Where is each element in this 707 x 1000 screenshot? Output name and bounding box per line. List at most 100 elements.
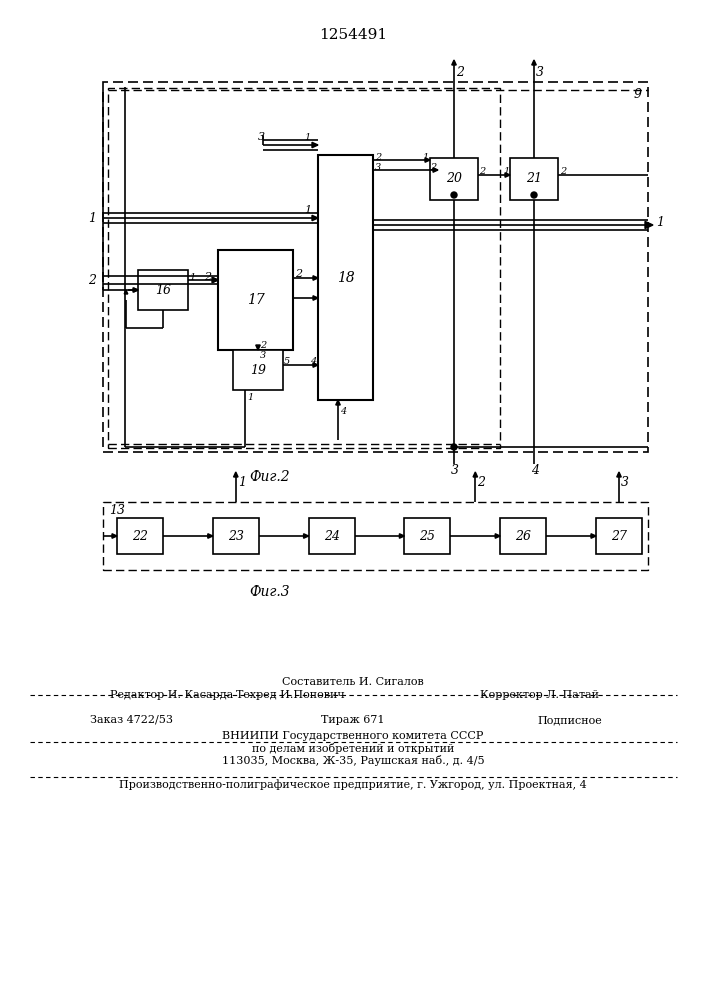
Text: 2: 2: [430, 162, 436, 172]
Polygon shape: [134, 288, 138, 292]
Polygon shape: [591, 534, 596, 538]
Polygon shape: [313, 296, 318, 300]
Text: 27: 27: [611, 530, 627, 542]
Bar: [103, 502, 648, 570]
Text: 19: 19: [250, 363, 266, 376]
Text: Техред И.Попович: Техред И.Попович: [235, 690, 344, 700]
Text: 1254491: 1254491: [319, 28, 387, 42]
Polygon shape: [233, 472, 238, 477]
Bar: [404, 518, 450, 554]
Text: 16: 16: [155, 284, 171, 296]
Text: 25: 25: [419, 530, 436, 542]
Text: Фиг.3: Фиг.3: [250, 585, 291, 599]
Polygon shape: [532, 60, 536, 65]
Polygon shape: [312, 215, 318, 221]
Circle shape: [531, 192, 537, 198]
Polygon shape: [312, 142, 318, 148]
Polygon shape: [505, 173, 510, 177]
Polygon shape: [645, 221, 653, 229]
Text: 3: 3: [621, 476, 629, 488]
Circle shape: [451, 192, 457, 198]
Polygon shape: [433, 168, 438, 172]
Text: 113035, Москва, Ж-35, Раушская наб., д. 4/5: 113035, Москва, Ж-35, Раушская наб., д. …: [222, 754, 484, 766]
Text: 1: 1: [656, 216, 664, 229]
Text: 3: 3: [258, 132, 265, 142]
Text: 1: 1: [88, 212, 96, 225]
Text: 3: 3: [375, 162, 381, 172]
Text: 1: 1: [422, 152, 428, 161]
Polygon shape: [617, 472, 621, 477]
Text: 2: 2: [204, 272, 211, 282]
Polygon shape: [313, 276, 318, 280]
Text: Составитель И. Сигалов: Составитель И. Сигалов: [282, 677, 424, 687]
Bar: [138, 270, 188, 310]
Text: 2: 2: [260, 342, 267, 351]
Bar: [596, 518, 642, 554]
Text: Тираж 671: Тираж 671: [321, 715, 385, 725]
Text: 1: 1: [304, 132, 310, 141]
Polygon shape: [399, 534, 404, 538]
Polygon shape: [473, 472, 477, 477]
Polygon shape: [213, 278, 218, 282]
Text: 3: 3: [260, 352, 267, 360]
Bar: [308, 518, 355, 554]
Polygon shape: [112, 534, 117, 538]
Text: 9: 9: [634, 88, 642, 101]
Text: 5: 5: [284, 358, 291, 366]
Text: 4: 4: [531, 464, 539, 477]
Text: 1: 1: [503, 167, 509, 176]
Polygon shape: [256, 345, 260, 350]
Text: 24: 24: [324, 530, 339, 542]
Text: 1: 1: [238, 476, 246, 488]
Text: 18: 18: [337, 270, 354, 284]
Bar: [117, 518, 163, 554]
Text: 4: 4: [340, 408, 346, 416]
Text: 20: 20: [446, 172, 462, 186]
Polygon shape: [133, 288, 138, 292]
Polygon shape: [313, 363, 318, 367]
Text: Фиг.2: Фиг.2: [250, 470, 291, 484]
Text: 2: 2: [375, 152, 381, 161]
Text: 2: 2: [456, 66, 464, 79]
Text: ВНИИПИ Государственного комитета СССР: ВНИИПИ Государственного комитета СССР: [222, 731, 484, 741]
Text: 3: 3: [536, 66, 544, 79]
Text: 1: 1: [189, 272, 195, 282]
Polygon shape: [303, 534, 308, 538]
Bar: [318, 155, 373, 400]
Bar: [510, 158, 558, 200]
Bar: [103, 82, 648, 452]
Text: 13: 13: [109, 504, 125, 518]
Text: 26: 26: [515, 530, 531, 542]
Text: 2: 2: [477, 476, 485, 488]
Text: 22: 22: [132, 530, 148, 542]
Text: Редактор И. Касарда: Редактор И. Касарда: [110, 690, 233, 700]
Text: 4: 4: [310, 358, 316, 366]
Polygon shape: [336, 400, 340, 405]
Text: 23: 23: [228, 530, 244, 542]
Text: 1: 1: [247, 393, 253, 402]
Text: Заказ 4722/53: Заказ 4722/53: [90, 715, 173, 725]
Text: 3: 3: [451, 464, 459, 477]
Bar: [213, 518, 259, 554]
Polygon shape: [208, 534, 213, 538]
Text: 2: 2: [560, 167, 566, 176]
Circle shape: [451, 444, 457, 450]
Text: Производственно-полиграфическое предприятие, г. Ужгород, ул. Проектная, 4: Производственно-полиграфическое предприя…: [119, 780, 587, 790]
Polygon shape: [212, 277, 218, 283]
Text: 2: 2: [479, 167, 485, 176]
Bar: [430, 158, 478, 200]
Text: Подписное: Подписное: [537, 715, 602, 725]
Bar: [108, 88, 500, 448]
Polygon shape: [425, 158, 430, 162]
Text: Корректор Л. Патай: Корректор Л. Патай: [481, 690, 600, 700]
Text: 2: 2: [88, 273, 96, 286]
Text: по делам изобретений и открытий: по делам изобретений и открытий: [252, 742, 454, 754]
Bar: [500, 518, 547, 554]
Polygon shape: [124, 290, 128, 294]
Text: 17: 17: [247, 293, 264, 307]
Polygon shape: [495, 534, 500, 538]
Bar: [233, 350, 283, 390]
Text: 1: 1: [304, 205, 311, 215]
Text: 21: 21: [526, 172, 542, 186]
Polygon shape: [452, 60, 456, 65]
